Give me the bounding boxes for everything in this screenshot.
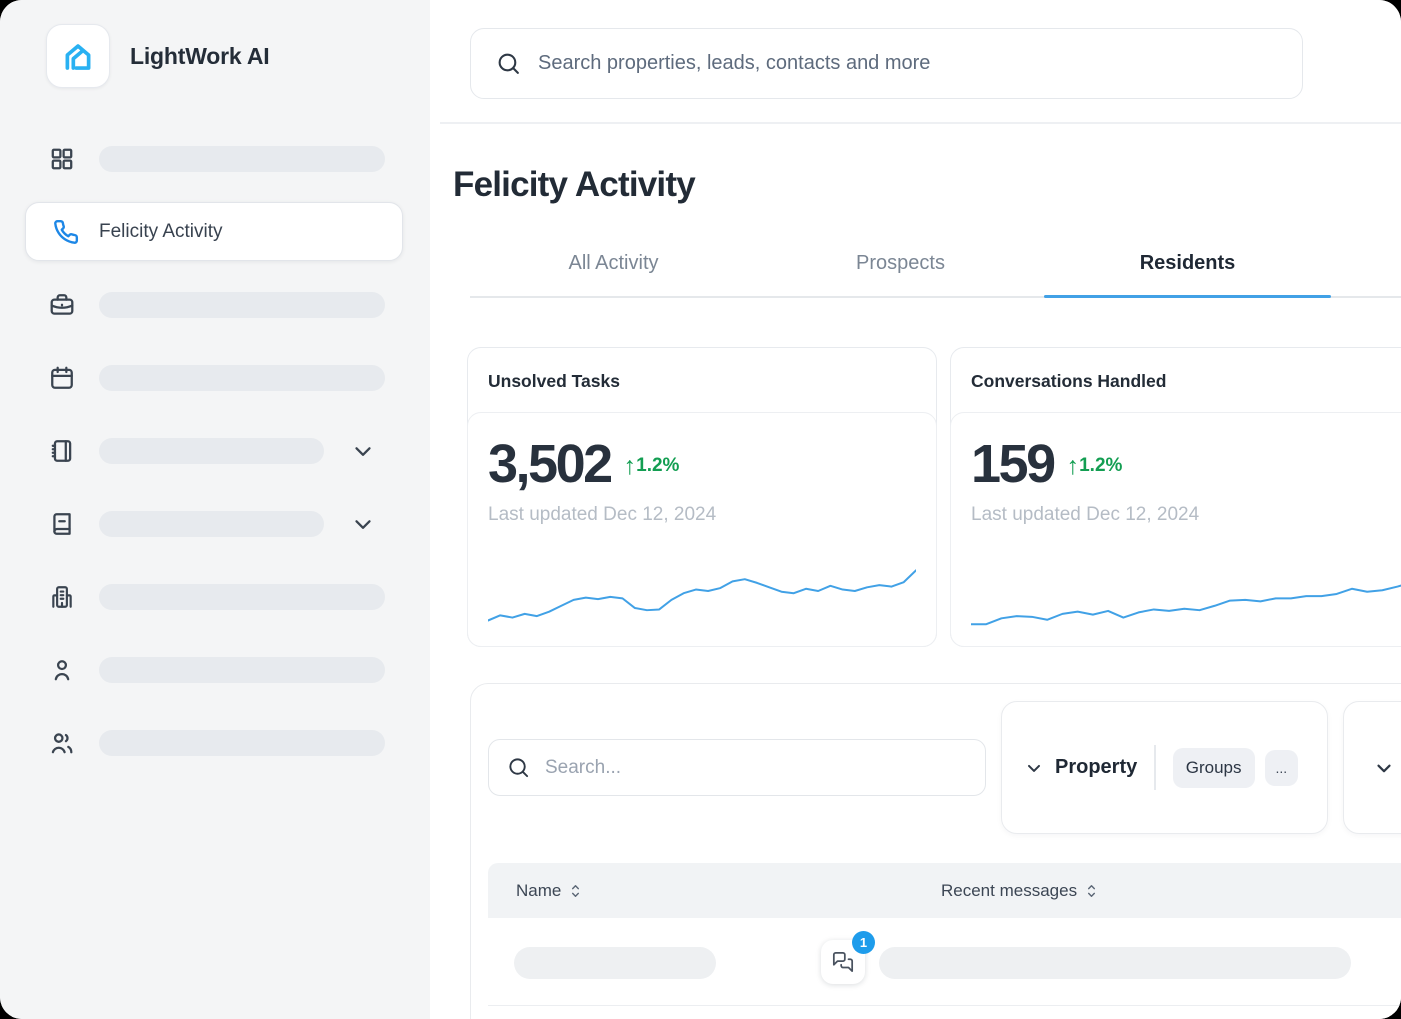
skeleton-pill [99,437,324,464]
tab-residents[interactable]: Residents [1044,252,1331,298]
stat-card-conversations-handled: Conversations Handled 159 ↑ 1.2% Last up… [950,347,1401,647]
chevron-down-icon[interactable] [1373,757,1395,779]
table-row[interactable]: 1 [488,918,1401,1006]
tab-bar: All Activity Prospects Residents M [470,252,1401,298]
column-label: Name [516,880,562,900]
column-header-name[interactable]: Name [516,881,582,901]
sidebar-item-felicity-activity[interactable]: Felicity Activity [25,202,403,261]
stat-delta-value: 1.2% [1079,455,1123,476]
tabs-strip: All Activity Prospects Residents M [470,252,1401,298]
column-header-recent-messages[interactable]: Recent messages [941,881,1098,901]
stat-title: Conversations Handled [971,371,1167,391]
stat-card-unsolved-tasks: Unsolved Tasks 3,502 ↑ 1.2% Last updated… [467,347,937,647]
chevron-down-icon [1024,758,1044,778]
sparkline-chart [971,550,1401,632]
brand-logo[interactable] [46,24,110,88]
skeleton-pill [99,145,385,172]
sort-icon [569,883,582,899]
secondary-filter-card [1343,701,1401,834]
main-content: Felicity Activity All Activity Prospects… [430,0,1401,1019]
chevron-down-icon[interactable] [350,511,376,537]
sidebar-nav: Felicity Activity [0,122,430,779]
stat-body: 159 ↑ 1.2% Last updated Dec 12, 2024 [950,412,1401,647]
skeleton-pill [99,583,385,610]
skeleton-pill [99,364,385,391]
global-search-input[interactable] [538,52,1277,75]
grid-icon [49,146,75,172]
skeleton-pill [514,947,716,979]
property-dropdown[interactable]: Property [1024,756,1137,779]
briefcase-icon [49,292,75,318]
more-options-button[interactable]: ... [1264,749,1299,786]
sidebar-item-properties[interactable] [0,560,430,633]
users-icon [49,730,75,756]
brand-title: LightWork AI [130,42,270,69]
search-icon [496,51,521,76]
table-header: Name Recent messages [488,863,1401,918]
chevron-down-icon[interactable] [350,438,376,464]
groups-button[interactable]: Groups [1172,747,1255,788]
trend-up-icon: ↑ [1066,451,1080,480]
search-icon [507,756,530,779]
stat-value: 3,502 [488,434,613,494]
property-label: Property [1055,756,1138,778]
brand: LightWork AI [46,24,430,88]
sidebar-item-teams[interactable] [0,706,430,779]
sidebar-item-calendar[interactable] [0,341,430,414]
global-search[interactable] [470,28,1303,99]
stat-delta: ↑ 1.2% [623,451,680,480]
stat-updated: Last updated Dec 12, 2024 [971,504,1200,525]
unread-count-badge: 1 [852,931,875,954]
skeleton-pill [99,656,385,683]
sidebar-item-book[interactable] [0,487,430,560]
column-label: Recent messages [941,880,1078,900]
sort-icon [1085,883,1098,899]
stat-delta: ↑ 1.2% [1066,451,1123,480]
trend-up-icon: ↑ [623,451,637,480]
skeleton-pill [99,291,385,318]
sidebar-item-leads[interactable] [0,268,430,341]
residents-table: Name Recent messages 1 [488,863,1401,1006]
home-logo-icon [61,39,95,73]
skeleton-pill [99,510,324,537]
stat-delta-value: 1.2% [636,455,680,476]
stat-cards: Unsolved Tasks 3,502 ↑ 1.2% Last updated… [467,347,1401,647]
stat-title: Unsolved Tasks [488,371,620,391]
calendar-icon [49,365,75,391]
user-icon [49,657,75,683]
sidebar: LightWork AI Felicity Activity [0,0,430,1019]
stat-body: 3,502 ↑ 1.2% Last updated Dec 12, 2024 [467,412,937,647]
residents-panel: Property Groups ... Name Recent messages [470,683,1401,1019]
sidebar-item-label: Felicity Activity [99,220,223,242]
sidebar-item-dashboard[interactable] [0,122,430,195]
header-divider [440,122,1401,124]
building-icon [49,584,75,610]
notebook-icon [49,438,75,464]
stat-value: 159 [971,434,1056,494]
phone-icon [53,219,79,245]
book-minus-icon [49,511,75,537]
panel-search-input[interactable] [545,756,967,779]
skeleton-pill [99,729,385,756]
tab-all-activity[interactable]: All Activity [568,252,659,274]
page-title: Felicity Activity [453,165,696,204]
tab-prospects[interactable]: Prospects [856,252,945,274]
skeleton-pill [879,947,1351,979]
sparkline-chart [488,550,916,632]
property-filter-card: Property Groups ... [1001,701,1328,834]
sidebar-item-felicity-activity-wrap: Felicity Activity [0,195,430,268]
panel-search[interactable] [488,739,986,796]
vertical-divider [1154,745,1156,790]
chat-button[interactable]: 1 [821,931,875,984]
sidebar-item-contacts[interactable] [0,633,430,706]
tab-clipped[interactable]: M [1331,252,1401,296]
sidebar-item-notebook[interactable] [0,414,430,487]
stat-updated: Last updated Dec 12, 2024 [488,504,717,525]
chat-bubbles-icon [832,951,854,973]
